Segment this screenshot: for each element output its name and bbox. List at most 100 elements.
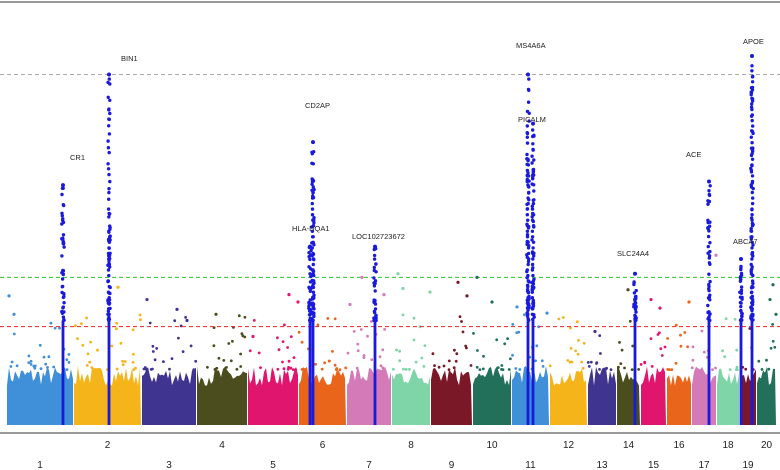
data-point [708, 293, 712, 297]
data-point [257, 351, 261, 355]
data-point [108, 179, 112, 184]
data-point [311, 251, 315, 256]
data-point [750, 224, 755, 228]
data-point [107, 257, 111, 261]
data-point [412, 338, 416, 342]
data-point [372, 309, 377, 314]
data-point [691, 358, 695, 362]
data-point [632, 291, 637, 295]
data-point [369, 320, 373, 323]
data-point [243, 315, 247, 319]
data-point [139, 318, 142, 322]
data-point [750, 201, 755, 206]
data-point [374, 314, 378, 318]
data-point [506, 337, 509, 340]
data-point [530, 312, 535, 316]
data-point [530, 287, 534, 291]
data-point [106, 301, 111, 305]
data-point [532, 198, 536, 202]
data-point [750, 218, 754, 222]
data-point [212, 344, 216, 348]
data-point [106, 146, 111, 150]
data-point [61, 241, 66, 245]
chromosome-label-8: 8 [408, 440, 414, 451]
data-point [714, 253, 718, 257]
data-point [525, 109, 530, 114]
data-point [739, 308, 743, 313]
data-point [683, 331, 687, 334]
data-point [708, 262, 712, 266]
data-point [333, 363, 337, 367]
data-point [320, 367, 324, 371]
data-point [312, 150, 316, 154]
data-point [750, 240, 754, 244]
data-point [96, 348, 99, 352]
data-point [724, 317, 728, 321]
data-point [526, 259, 531, 264]
data-point [107, 117, 111, 121]
data-point [61, 305, 65, 309]
chromosome-label-13: 13 [596, 460, 608, 470]
data-point [526, 317, 530, 321]
data-point [335, 368, 338, 371]
data-point [115, 327, 118, 331]
data-point [526, 240, 530, 244]
threshold-lines [0, 73, 780, 328]
data-point [442, 364, 446, 368]
data-point [609, 368, 613, 371]
gene-label-abca7: ABCA7 [733, 237, 758, 246]
data-point [286, 346, 289, 349]
data-point [534, 359, 537, 363]
data-point [589, 360, 593, 364]
data-point [548, 364, 552, 368]
gene-label-ms4a6a: MS4A6A [516, 41, 546, 50]
data-point [15, 364, 19, 368]
data-point [85, 364, 89, 367]
data-point [530, 229, 535, 233]
data-point [42, 355, 46, 359]
data-point [134, 366, 137, 370]
data-point [60, 186, 65, 190]
data-point [478, 368, 482, 371]
data-point [310, 213, 315, 217]
data-point [531, 307, 535, 311]
data-point [634, 288, 638, 293]
data-point [310, 161, 314, 165]
data-point [541, 365, 545, 368]
data-point [281, 360, 284, 364]
data-point [525, 224, 530, 228]
data-point [530, 154, 534, 158]
gene-label-cd2ap: CD2AP [305, 101, 330, 110]
data-point [433, 364, 436, 367]
data-point [326, 317, 330, 320]
data-point [639, 363, 643, 366]
data-point [707, 272, 711, 276]
data-point [106, 95, 110, 100]
data-point [206, 365, 209, 369]
data-point [61, 284, 65, 289]
data-point [525, 141, 530, 145]
data-point [475, 275, 479, 279]
data-point [679, 333, 682, 337]
data-point [308, 298, 312, 302]
data-point [229, 359, 233, 363]
data-point [771, 283, 775, 287]
data-point [750, 96, 754, 101]
data-point [527, 174, 531, 178]
data-point [503, 342, 507, 346]
data-point [518, 368, 522, 371]
data-point [706, 202, 710, 206]
data-point [598, 334, 602, 337]
data-point [311, 190, 315, 195]
data-point [312, 296, 316, 300]
data-point [750, 107, 754, 112]
data-point [771, 323, 774, 326]
data-point [561, 316, 565, 319]
data-point [276, 367, 280, 371]
data-point [750, 235, 754, 239]
data-point [60, 192, 64, 197]
data-point [189, 344, 193, 348]
chromosome-label-12: 12 [563, 440, 575, 451]
data-point [312, 187, 316, 192]
